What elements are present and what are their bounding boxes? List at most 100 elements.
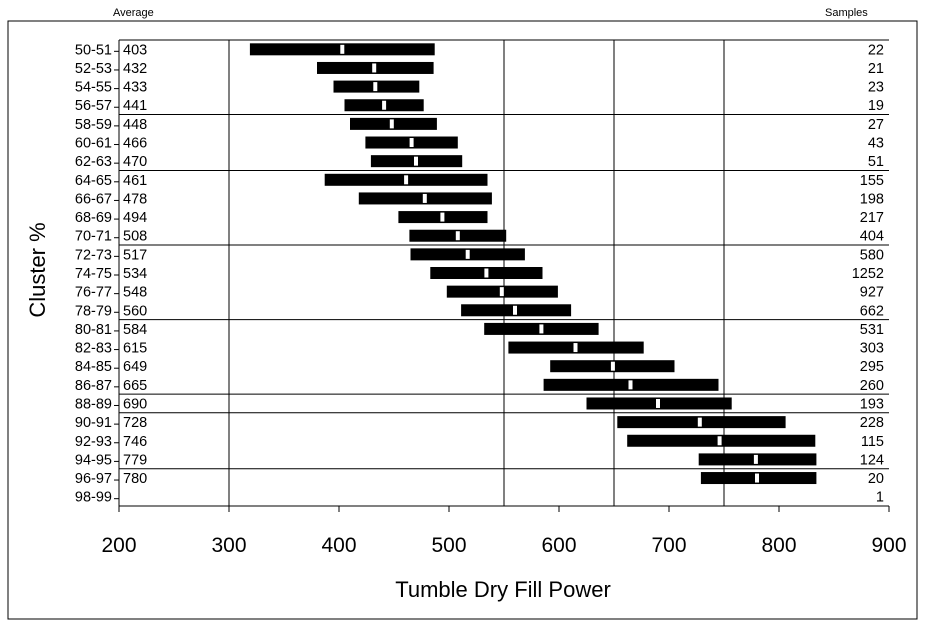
average-label: 470 [123, 154, 147, 170]
mean-marker [628, 380, 633, 390]
mean-marker [717, 436, 722, 446]
mean-marker [389, 119, 394, 129]
x-tick-label-400: 400 [321, 534, 356, 557]
category-label: 50-51 [75, 42, 112, 58]
average-label: 779 [123, 452, 147, 468]
category-label: 60-61 [75, 136, 112, 152]
category-label: 62-63 [75, 154, 112, 170]
category-label: 86-87 [75, 378, 112, 394]
mean-marker [455, 231, 460, 241]
average-label: 433 [123, 80, 147, 96]
x-tick-label-500: 500 [431, 534, 466, 557]
average-label: 494 [123, 210, 147, 226]
samples-label: 27 [868, 117, 884, 133]
y-axis-title: Cluster % [25, 222, 50, 317]
average-label: 690 [123, 396, 147, 412]
samples-label: 662 [860, 303, 884, 319]
mean-marker [340, 44, 345, 54]
category-label: 80-81 [75, 322, 112, 338]
samples-label: 115 [861, 434, 884, 450]
samples-header: Samples [825, 7, 868, 19]
grid-layer [114, 39, 890, 512]
average-label: 665 [123, 378, 147, 394]
average-label: 560 [123, 303, 147, 319]
x-tick-label-800: 800 [761, 534, 796, 557]
samples-label: 927 [860, 285, 884, 301]
average-label: 780 [123, 471, 147, 487]
category-label: 88-89 [75, 396, 112, 412]
samples-label: 198 [860, 191, 884, 207]
x-tick-label-600: 600 [541, 534, 576, 557]
samples-label: 1252 [852, 266, 884, 282]
average-label: 649 [123, 359, 147, 375]
samples-label: 20 [868, 471, 884, 487]
mean-marker [372, 63, 377, 73]
outer-frame [7, 20, 918, 620]
samples-label: 43 [868, 136, 884, 152]
samples-label: 260 [860, 378, 884, 394]
category-label: 90-91 [75, 415, 112, 431]
average-label: 728 [123, 415, 147, 431]
samples-label: 303 [860, 341, 884, 357]
mean-marker [414, 156, 418, 166]
average-label: 534 [123, 266, 147, 282]
mean-marker [573, 343, 578, 353]
mean-marker [465, 249, 470, 259]
samples-label: 531 [860, 322, 884, 338]
average-label: 548 [123, 285, 147, 301]
category-label: 70-71 [75, 229, 112, 245]
mean-marker [373, 82, 378, 92]
average-label: 508 [123, 229, 147, 245]
average-label: 478 [123, 191, 147, 207]
average-label: 432 [123, 61, 147, 77]
samples-label: 404 [860, 229, 884, 245]
average-label: 517 [123, 247, 147, 263]
x-tick-label-700: 700 [651, 534, 686, 557]
labels-layer: 200 300 400 500 600 700 800 900 50-51 403 22 52-53 4… [75, 42, 907, 557]
samples-label: 580 [860, 247, 884, 263]
samples-label: 1 [876, 490, 884, 506]
samples-label: 228 [860, 415, 884, 431]
category-label: 94-95 [75, 452, 112, 468]
category-label: 52-53 [75, 61, 112, 77]
samples-label: 124 [860, 452, 884, 468]
category-label: 56-57 [75, 98, 112, 114]
mean-marker [422, 193, 427, 203]
average-label: 746 [123, 434, 147, 450]
samples-label: 23 [868, 80, 884, 96]
average-header: Average [113, 7, 154, 19]
category-label: 98-99 [75, 490, 112, 506]
mean-marker [697, 417, 702, 427]
category-label: 66-67 [75, 191, 112, 207]
category-label: 84-85 [75, 359, 112, 375]
mean-marker [610, 361, 615, 371]
mean-marker [440, 212, 445, 222]
category-label: 76-77 [75, 285, 112, 301]
mean-marker [753, 454, 758, 464]
samples-label: 21 [868, 61, 884, 77]
average-label: 461 [123, 173, 147, 189]
x-tick-label-200: 200 [101, 534, 136, 557]
x-axis-title: Tumble Dry Fill Power [395, 577, 611, 602]
mean-marker [539, 324, 544, 334]
samples-label: 217 [860, 210, 884, 226]
category-label: 64-65 [75, 173, 112, 189]
mean-marker [513, 305, 517, 315]
category-label: 74-75 [75, 266, 112, 282]
samples-label: 295 [860, 359, 884, 375]
average-label: 584 [123, 322, 147, 338]
category-label: 54-55 [75, 80, 112, 96]
mean-marker [409, 138, 414, 148]
samples-label: 51 [868, 154, 884, 170]
mean-marker [484, 268, 489, 278]
mean-marker [499, 287, 504, 297]
category-label: 68-69 [75, 210, 112, 226]
average-label: 466 [123, 136, 147, 152]
average-label: 403 [123, 42, 147, 58]
mean-marker [382, 100, 387, 110]
average-label: 615 [123, 341, 147, 357]
category-label: 58-59 [75, 117, 112, 133]
mean-marker [755, 473, 759, 483]
x-tick-label-300: 300 [211, 534, 246, 557]
